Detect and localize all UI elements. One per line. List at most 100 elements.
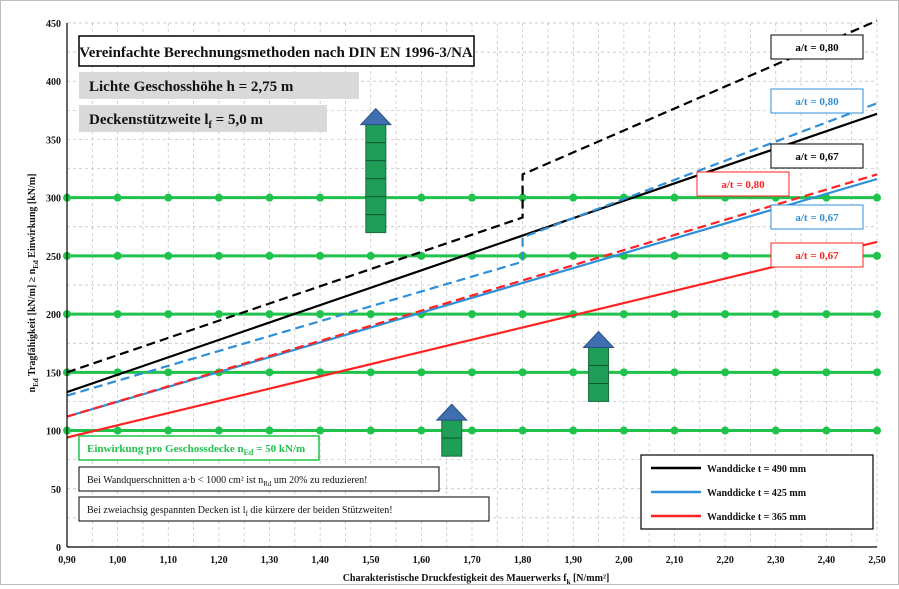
series-line-3 [66, 102, 878, 397]
reference-point [873, 193, 881, 202]
reference-point [468, 368, 476, 377]
series-line-4 [66, 240, 878, 439]
reference-point [468, 193, 476, 202]
reference-point [518, 193, 527, 202]
x-tick-label: 2,00 [615, 555, 633, 566]
x-tick-label: 2,10 [666, 555, 684, 566]
up-arrow [582, 330, 615, 402]
x-tick-label: 2,30 [767, 555, 785, 566]
reference-point [265, 251, 274, 260]
legend-label-490: Wanddicke t = 490 mm [707, 464, 807, 475]
load-label: Einwirkung pro Geschossdecke nEd = 50 kN… [87, 443, 305, 457]
x-tick-label: 1,50 [362, 555, 380, 566]
title-box [78, 35, 475, 67]
note1-box [78, 466, 440, 492]
reference-point [316, 426, 325, 435]
y-tick-label: 0 [56, 543, 61, 554]
reference-point [670, 368, 679, 377]
reference-point [721, 368, 730, 377]
x-tick-label: 1,70 [463, 555, 481, 566]
reference-point [113, 426, 122, 435]
y-axis-title: nEd Tragfähigkeit [kN/m] ≥ nEd Einwirkun… [27, 174, 40, 393]
reference-point [569, 251, 578, 260]
reference-point [873, 426, 881, 435]
legend: Wanddicke t = 490 mm Wanddicke t = 425 m… [640, 454, 874, 530]
height-label: Lichte Geschosshöhe h = 2,75 m [89, 79, 294, 95]
note2-label: Bei zweiachsig gespannten Decken ist lf … [87, 505, 393, 518]
x-tick-label: 2,40 [818, 555, 836, 566]
reference-point [366, 368, 375, 377]
x-tick-label: 1,10 [160, 555, 178, 566]
y-tick-label: 450 [46, 19, 61, 30]
reference-point [214, 426, 223, 435]
span-label-box [79, 105, 327, 132]
line-label-black-080: a/t = 0,80 [795, 42, 839, 54]
y-tick-label: 400 [46, 77, 61, 88]
reference-point [822, 310, 831, 319]
note1-label: Bei Wandquerschnitten a·b < 1000 cm² ist… [87, 475, 367, 488]
reference-point [468, 426, 476, 435]
x-tick-label: 1,30 [261, 555, 279, 566]
x-axis-title: Charakteristische Druckfestigkeit des Ma… [343, 573, 610, 584]
y-tick-label: 350 [46, 135, 61, 146]
arrows [359, 107, 615, 457]
label-box-blue-080 [770, 88, 864, 114]
reference-point [771, 426, 780, 435]
reference-point [619, 310, 628, 319]
reference-point [721, 251, 730, 260]
reference-point [619, 426, 628, 435]
series-line-0 [66, 112, 878, 394]
reference-point [670, 193, 679, 202]
reference-point [113, 310, 122, 319]
line-label-black-067: a/t = 0,67 [795, 151, 839, 163]
y-tick-label: 50 [51, 485, 61, 496]
label-box-red-067 [770, 242, 864, 268]
x-tick-label: 1,40 [311, 555, 329, 566]
reference-point [873, 368, 881, 377]
up-arrow [435, 403, 468, 457]
reference-point [771, 368, 780, 377]
reference-point [214, 193, 223, 202]
title-block: Vereinfachte Berechnungsmethoden nach DI… [78, 35, 475, 132]
arrow-shaft [588, 346, 610, 402]
reference-point [569, 193, 578, 202]
reference-point [265, 426, 274, 435]
arrow-head [582, 330, 615, 348]
reference-point [214, 251, 223, 260]
reference-point [569, 426, 578, 435]
reference-point [316, 251, 325, 260]
reference-point [316, 310, 325, 319]
reference-point [164, 251, 173, 260]
x-tick-label: 1,80 [514, 555, 532, 566]
label-box-black-067 [770, 143, 864, 169]
reference-point [265, 310, 274, 319]
x-tick-label: 2,20 [716, 555, 734, 566]
reference-point [569, 368, 578, 377]
label-box-black-080 [770, 34, 864, 60]
reference-point [873, 310, 881, 319]
reference-point [822, 193, 831, 202]
reference-point [113, 193, 122, 202]
reference-point [822, 368, 831, 377]
reference-point [113, 251, 122, 260]
line-label-red-067: a/t = 0,67 [795, 250, 839, 262]
y-tick-label: 200 [46, 310, 61, 321]
note2-box [78, 496, 490, 522]
reference-point [366, 426, 375, 435]
notes-block: Einwirkung pro Geschossdecke nEd = 50 kN… [78, 435, 490, 522]
reference-point [873, 251, 881, 260]
y-tick-label: 100 [46, 427, 61, 438]
x-tick-label: 1,00 [109, 555, 127, 566]
x-tick-label: 2,50 [868, 555, 886, 566]
line-label-blue-080: a/t = 0,80 [795, 96, 839, 108]
reference-point [265, 193, 274, 202]
legend-label-425: Wanddicke t = 425 mm [707, 488, 807, 499]
x-tick-label: 1,60 [413, 555, 431, 566]
reference-point [164, 368, 173, 377]
reference-point [721, 310, 730, 319]
reference-point [316, 193, 325, 202]
y-tick-label: 250 [46, 252, 61, 263]
x-tick-label: 0,90 [58, 555, 76, 566]
reference-point [518, 310, 527, 319]
span-label: Deckenstützweite lf = 5,0 m [89, 112, 263, 131]
